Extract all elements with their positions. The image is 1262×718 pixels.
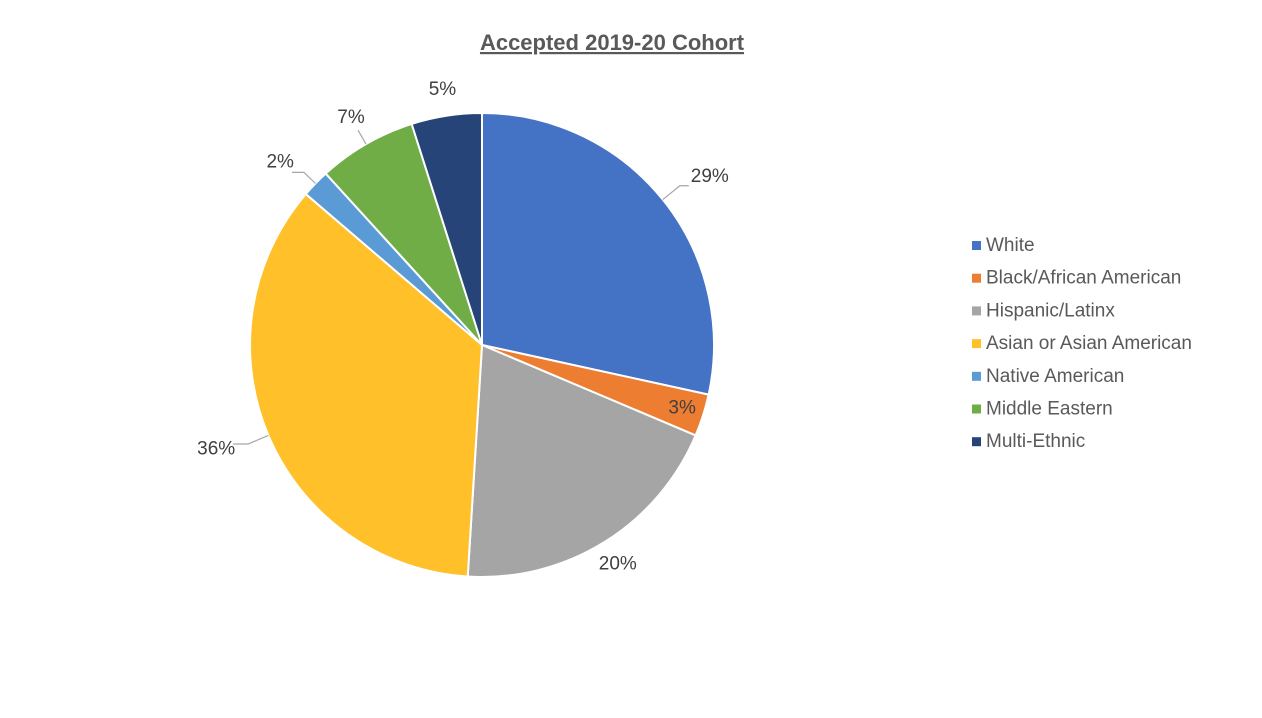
legend-label-middle-eastern: Middle Eastern	[986, 399, 1113, 420]
legend-label-multi-ethnic: Multi-Ethnic	[986, 431, 1085, 452]
leader-line-asian-or-asian-american	[233, 434, 269, 445]
legend-swatch-middle-eastern	[972, 404, 981, 414]
legend-label-asian-or-asian-american: Asian or Asian American	[986, 333, 1192, 354]
data-label-white: 29%	[691, 166, 729, 187]
data-label-multi-ethnic: 5%	[429, 79, 457, 100]
legend-label-white: White	[986, 235, 1035, 256]
slice-asian-or-asian-american	[249, 192, 484, 578]
leader-line-native-american	[291, 171, 316, 184]
data-label-hispanic-latinx: 20%	[599, 553, 637, 574]
slice-hispanic-latinx	[466, 343, 697, 578]
slice-multi-ethnic	[410, 111, 483, 346]
legend: White Black/African American Hispanic/Lati…	[972, 235, 1192, 452]
leader-lines	[233, 129, 689, 445]
slice-white	[481, 111, 715, 396]
legend-label-native-american: Native American	[986, 366, 1124, 387]
data-label-middle-eastern: 7%	[337, 107, 365, 128]
data-label-black-african-american: 3%	[668, 398, 696, 419]
leader-line-white	[662, 185, 689, 201]
data-label-native-american: 2%	[266, 152, 294, 173]
chart-title: Accepted 2019-20 Cohort	[480, 30, 745, 55]
legend-swatch-hispanic-latinx	[972, 306, 981, 316]
data-label-asian-or-asian-american: 36%	[197, 438, 235, 459]
legend-label-hispanic-latinx: Hispanic/Latinx	[986, 300, 1115, 321]
legend-swatch-black-african-american	[972, 273, 981, 283]
legend-swatch-white	[972, 241, 981, 250]
legend-swatch-multi-ethnic	[972, 437, 981, 447]
data-labels: 29% 3% 20% 36% 2% 7% 5%	[197, 79, 729, 574]
leader-line-middle-eastern	[357, 129, 367, 145]
legend-swatch-native-american	[972, 371, 981, 381]
pie-slices	[249, 111, 715, 578]
legend-label-black-african-american: Black/African American	[986, 268, 1181, 289]
legend-swatch-asian-or-asian-american	[972, 339, 981, 349]
